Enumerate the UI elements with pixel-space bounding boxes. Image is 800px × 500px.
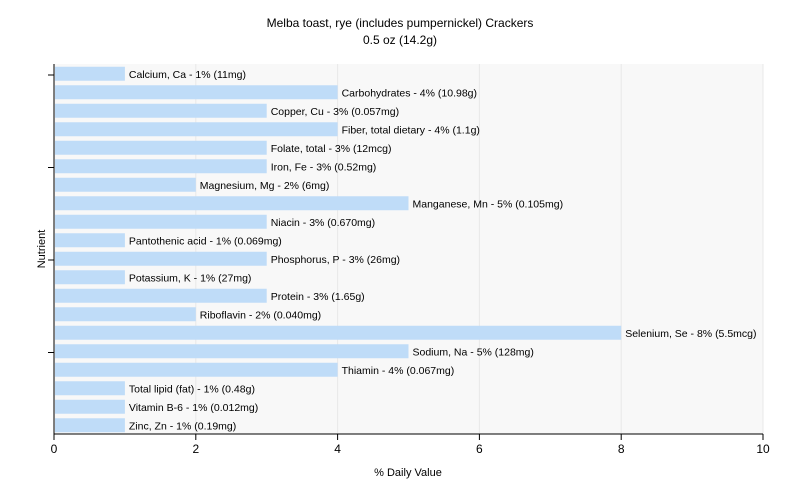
bar xyxy=(55,362,338,377)
bar xyxy=(55,288,267,303)
x-tick-label: 4 xyxy=(334,442,341,456)
bar-label: Manganese, Mn - 5% (0.105mg) xyxy=(413,198,564,210)
bar-label: Calcium, Ca - 1% (11mg) xyxy=(129,69,246,81)
bar-label: Phosphorus, P - 3% (26mg) xyxy=(271,254,400,266)
x-tick-label: 0 xyxy=(51,442,58,456)
bar xyxy=(55,381,125,396)
bar-label: Vitamin B-6 - 1% (0.012mg) xyxy=(129,402,258,414)
bar xyxy=(55,307,196,322)
bar-label: Protein - 3% (1.65g) xyxy=(271,291,365,303)
bar xyxy=(55,399,125,414)
bar-label: Zinc, Zn - 1% (0.19mg) xyxy=(129,420,236,432)
bar-label: Selenium, Se - 8% (5.5mcg) xyxy=(625,328,756,340)
bar-label: Niacin - 3% (0.670mg) xyxy=(271,217,375,229)
bar-label: Folate, total - 3% (12mcg) xyxy=(271,143,392,155)
bar-label: Fiber, total dietary - 4% (1.1g) xyxy=(342,124,480,136)
bar xyxy=(55,251,267,266)
chart-subtitle: 0.5 oz (14.2g) xyxy=(363,33,437,47)
bar xyxy=(55,233,125,248)
bar-label: Pantothenic acid - 1% (0.069mg) xyxy=(129,235,282,247)
bar-label: Carbohydrates - 4% (10.98g) xyxy=(342,87,477,99)
chart-title: Melba toast, rye (includes pumpernickel)… xyxy=(267,16,534,30)
bar xyxy=(55,159,267,174)
bar-label: Thiamin - 4% (0.067mg) xyxy=(342,365,455,377)
bar-label: Iron, Fe - 3% (0.52mg) xyxy=(271,161,377,173)
x-tick-label: 2 xyxy=(192,442,199,456)
axes: 0 2 4 6 8 10 xyxy=(48,64,770,456)
x-tick-label: 8 xyxy=(618,442,625,456)
bar xyxy=(55,196,409,211)
bar xyxy=(55,214,267,229)
x-tick-label: 6 xyxy=(476,442,483,456)
bar xyxy=(55,103,267,118)
bar xyxy=(55,85,338,100)
plot-background xyxy=(54,64,763,434)
bar-label: Copper, Cu - 3% (0.057mg) xyxy=(271,106,399,118)
bars xyxy=(55,66,622,433)
bar xyxy=(55,325,622,340)
bar xyxy=(55,177,196,192)
bar xyxy=(55,270,125,285)
bar xyxy=(55,122,338,137)
bar-label: Magnesium, Mg - 2% (6mg) xyxy=(200,180,330,192)
bar-labels: Calcium, Ca - 1% (11mg) Carbohydrates - 4… xyxy=(129,69,757,433)
bar-label: Potassium, K - 1% (27mg) xyxy=(129,272,252,284)
y-axis-label: Nutrient xyxy=(36,230,48,269)
bar-label: Riboflavin - 2% (0.040mg) xyxy=(200,309,321,321)
x-axis-label: % Daily Value xyxy=(374,467,442,479)
x-tick-label: 10 xyxy=(756,442,770,456)
bar-label: Total lipid (fat) - 1% (0.48g) xyxy=(129,383,255,395)
bar xyxy=(55,66,125,81)
bar xyxy=(55,344,409,359)
bar xyxy=(55,140,267,155)
bar-label: Sodium, Na - 5% (128mg) xyxy=(413,346,534,358)
bar xyxy=(55,418,125,433)
